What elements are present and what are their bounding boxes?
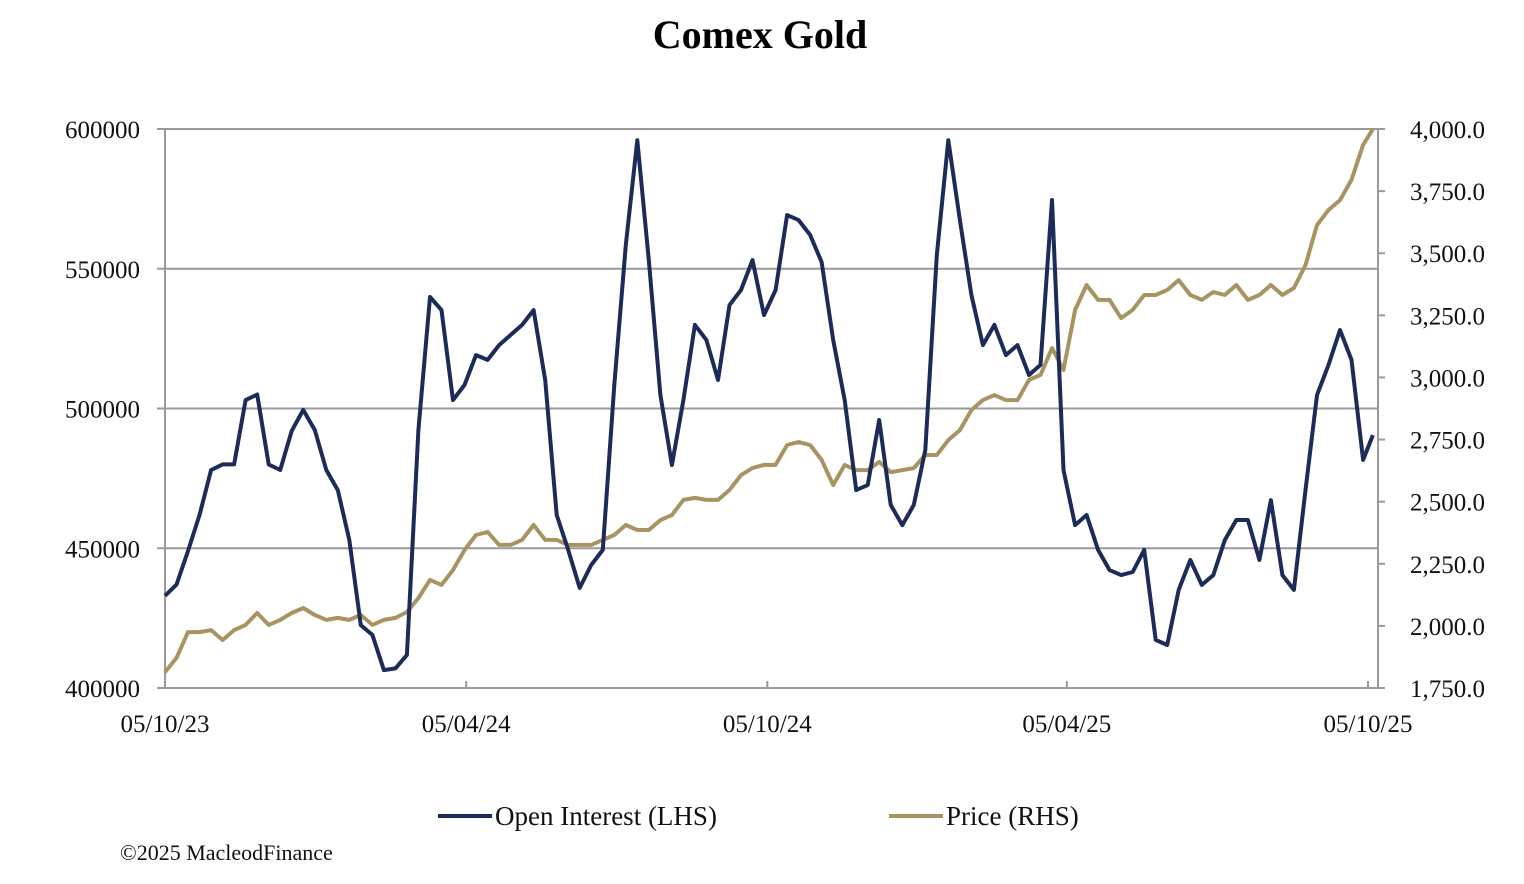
x-tick-label: 05/04/25	[1022, 711, 1111, 738]
right-tick-label: 3,750.0	[1410, 179, 1485, 206]
left-tick-label: 450000	[65, 536, 140, 563]
left-tick-label: 600000	[65, 117, 140, 144]
right-tick-label: 3,000.0	[1410, 365, 1485, 392]
right-tick-label: 4,000.0	[1410, 117, 1485, 144]
gridlines	[165, 128, 1378, 689]
price-line	[163, 127, 1375, 674]
right-tick-label: 2,750.0	[1410, 428, 1485, 455]
legend-label-open-interest: Open Interest (LHS)	[495, 801, 717, 831]
right-tick-label: 2,500.0	[1410, 490, 1485, 517]
x-tick-label: 05/10/25	[1324, 711, 1413, 738]
axes: 400000 450000 500000 550000 600000 1,750.0 2,0…	[65, 117, 1485, 738]
right-tick-label: 1,750.0	[1410, 676, 1485, 703]
left-tick-label: 550000	[65, 257, 140, 284]
copyright: ©2025 MacleodFinance	[120, 840, 333, 865]
x-tick-label: 05/10/24	[723, 711, 812, 738]
left-tick-label: 400000	[65, 676, 140, 703]
right-tick-label: 2,250.0	[1410, 552, 1485, 579]
right-tick-label: 2,000.0	[1410, 614, 1485, 641]
right-tick-label: 3,250.0	[1410, 303, 1485, 330]
open-interest-line	[163, 138, 1375, 673]
right-tick-label: 3,500.0	[1410, 241, 1485, 268]
x-tick-label: 05/10/23	[121, 711, 210, 738]
left-tick-label: 500000	[65, 397, 140, 424]
legend: Open Interest (LHS) Price (RHS)	[438, 801, 1079, 831]
x-tick-label: 05/04/24	[422, 711, 511, 738]
series-lines	[163, 127, 1375, 674]
legend-label-price: Price (RHS)	[946, 801, 1079, 831]
chart-title: Comex Gold	[653, 12, 867, 57]
